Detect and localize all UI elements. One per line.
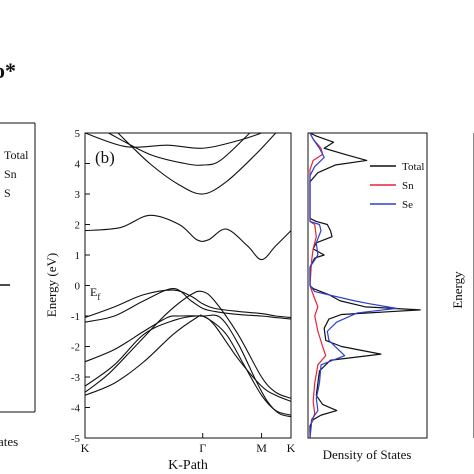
band-x-tick-label: K bbox=[287, 441, 296, 455]
band-y-tick-label: -4 bbox=[71, 403, 81, 415]
band-line-9 bbox=[84, 314, 292, 418]
band-y-tick-label: 5 bbox=[75, 128, 81, 140]
left-panel-fragment: o* Total Sn S ates bbox=[0, 58, 36, 449]
left-legend-s: S bbox=[4, 186, 11, 200]
left-corner-label: o* bbox=[0, 58, 16, 83]
band-y-tick-label: 3 bbox=[75, 189, 81, 201]
band-xlabel: K-Path bbox=[168, 458, 208, 473]
band-ylabel: Energy (eV) bbox=[44, 253, 59, 317]
left-xlabel-partial: ates bbox=[0, 434, 18, 449]
band-line-6 bbox=[84, 287, 292, 323]
band-y-tick-label: -1 bbox=[71, 311, 80, 323]
band-line-10 bbox=[84, 315, 292, 416]
dos-lines bbox=[309, 132, 421, 439]
right-ylabel-partial: Energy bbox=[450, 271, 465, 309]
band-y-tick-label: -2 bbox=[71, 342, 80, 354]
band-y-tick-label: -5 bbox=[71, 433, 81, 445]
band-x-tick-label: K bbox=[81, 441, 90, 455]
left-legend-sn: Sn bbox=[4, 167, 17, 181]
right-panel-fragment: Energy bbox=[450, 133, 474, 438]
band-y-tick-label: 0 bbox=[75, 281, 81, 293]
band-structure-panel: -5 -4 -3 -2 -1 0 1 2 3 4 5 K Γ M K (b) Ef Energy (eV)… bbox=[44, 128, 296, 473]
dos-line-total bbox=[309, 132, 421, 438]
band-line-4 bbox=[84, 214, 292, 261]
band-x-tick-label: M bbox=[256, 441, 267, 455]
dos-panel: Total Sn Se Density of States bbox=[307, 132, 428, 462]
dos-line-sn bbox=[309, 132, 327, 439]
band-y-tick-label: -3 bbox=[71, 372, 81, 384]
band-y-tick-label: 1 bbox=[75, 250, 81, 262]
dos-legend-label-se: Se bbox=[402, 199, 413, 211]
fermi-level-annotation: Ef bbox=[90, 285, 100, 302]
dos-plot-frame bbox=[307, 132, 428, 439]
band-panel-label: (b) bbox=[95, 148, 115, 167]
dos-legend-label-sn: Sn bbox=[402, 180, 414, 192]
band-line-5 bbox=[84, 289, 292, 319]
dos-legend-label-total: Total bbox=[402, 161, 424, 173]
band-y-tick-label: 2 bbox=[75, 220, 81, 232]
band-line-1 bbox=[84, 132, 262, 149]
band-x-tick-label: Γ bbox=[199, 441, 206, 455]
band-line-7 bbox=[84, 290, 292, 399]
band-y-tick-label: 4 bbox=[75, 159, 81, 171]
band-y-ticks: -5 -4 -3 -2 -1 0 1 2 3 4 5 bbox=[71, 128, 90, 445]
dos-xlabel: Density of States bbox=[323, 447, 412, 462]
band-line-3 bbox=[117, 132, 277, 195]
left-legend-total: Total bbox=[4, 148, 29, 162]
dos-line-se bbox=[309, 132, 398, 439]
dos-legend: Total Sn Se bbox=[370, 161, 424, 211]
band-lines bbox=[84, 132, 292, 418]
band-line-2 bbox=[108, 132, 251, 166]
